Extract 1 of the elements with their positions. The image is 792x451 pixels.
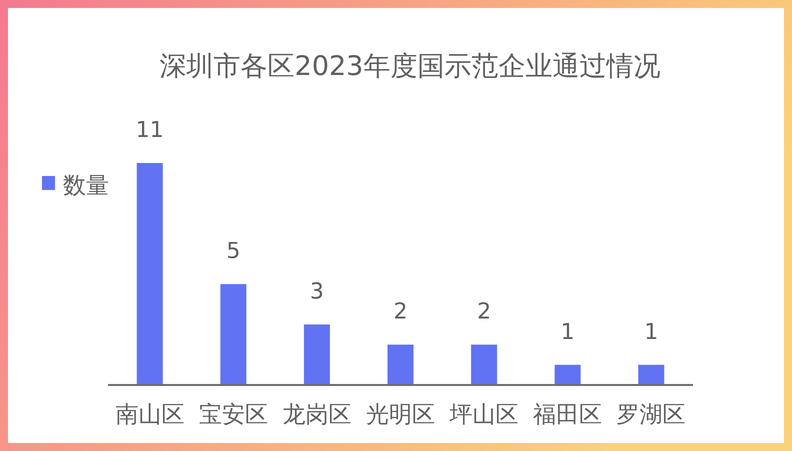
title: 深圳市各区2023年度国示范企业通过情况 <box>160 51 660 82</box>
